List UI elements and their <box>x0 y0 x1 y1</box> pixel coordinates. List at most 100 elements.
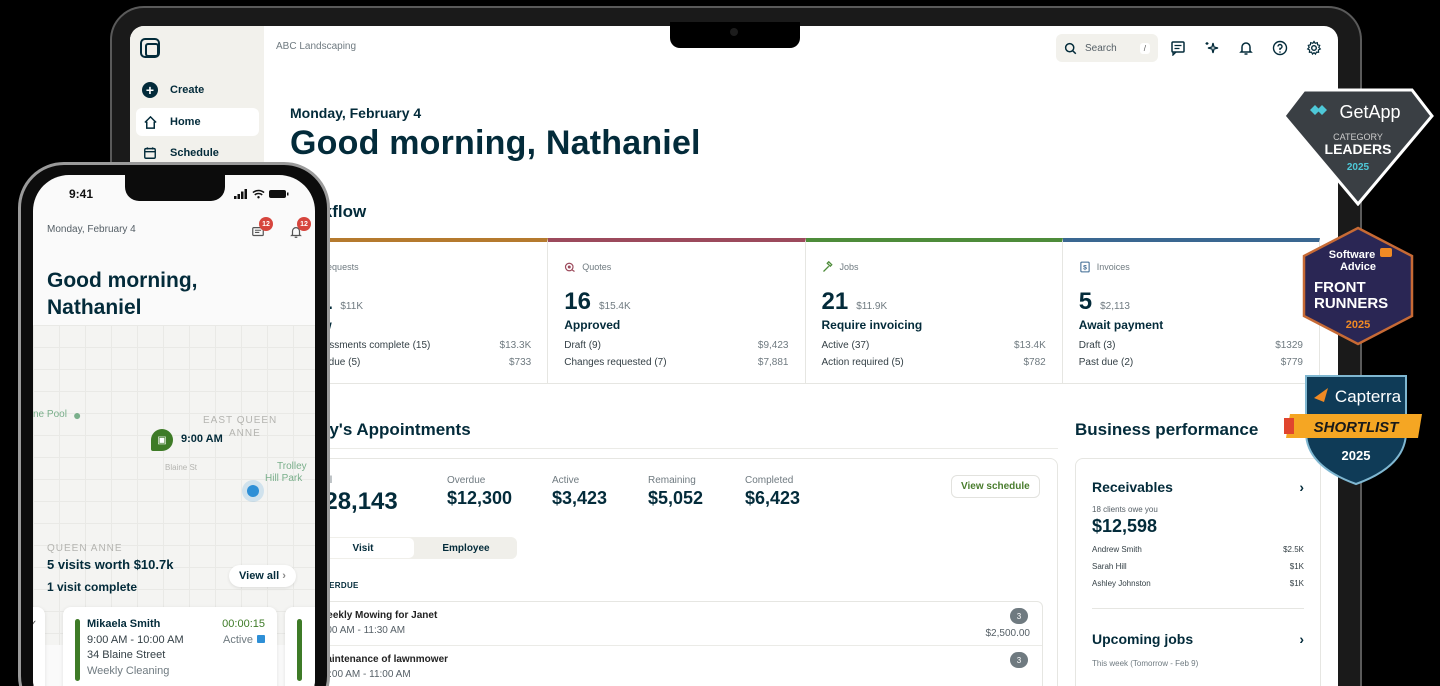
receivable-row[interactable]: Andrew Smith $2.5K <box>1092 545 1304 554</box>
stat-value: $6,423 <box>745 488 801 508</box>
sidebar-item-schedule[interactable]: Schedule <box>136 139 259 167</box>
line-value: $13.4K <box>1014 340 1046 351</box>
map-pin-time: 9:00 AM <box>181 433 223 445</box>
sidebar-item-home[interactable]: Home <box>136 108 259 136</box>
appointment-time: 10:00 AM - 11:00 AM <box>318 669 411 680</box>
view-all-button[interactable]: View all › <box>229 565 296 587</box>
view-toggle: Visit Employee <box>311 537 517 559</box>
workflow-card-quotes[interactable]: Quotes 16 $15.4K Approved Draft (9) $9,423… <box>548 238 806 384</box>
desktop-app: + Create Home Schedule ABC Landscaping S… <box>130 26 1338 686</box>
receivable-row[interactable]: Sarah Hill $1K <box>1092 562 1304 571</box>
appointment-row[interactable]: Maintenance of lawnmower 10:00 AM - 11:0… <box>308 646 1042 686</box>
sidebar-item-label: Schedule <box>170 147 219 159</box>
card-line[interactable]: Draft (3) $1329 <box>1079 340 1303 351</box>
badge-text: CATEGORY <box>1333 132 1383 142</box>
battery-icon <box>269 190 289 198</box>
receivables-header[interactable]: Receivables › <box>1092 479 1304 495</box>
hammer-icon <box>822 261 833 272</box>
sparkle-icon[interactable] <box>1204 40 1220 56</box>
card-line[interactable]: Draft (9) $9,423 <box>564 340 788 351</box>
receivable-row[interactable]: Ashley Johnston $1K <box>1092 579 1304 588</box>
line-label: Past due (2) <box>1078 357 1134 368</box>
chevron-right-icon: › <box>1299 479 1304 495</box>
speech-bubble-icon <box>1380 248 1392 257</box>
map-view[interactable]: ne Pool ● EAST QUEEN ANNE QUEEN ANNE Tro… <box>33 325 315 645</box>
card-line[interactable]: Overdue (5) $733 <box>307 357 531 368</box>
workflow-card-invoices[interactable]: $ Invoices 5 $2,113 Await payment Draft (3… <box>1062 238 1320 384</box>
capterra-logo-icon <box>1314 388 1328 402</box>
svg-text:$: $ <box>1083 265 1087 272</box>
section-label-overdue: OVERDUE <box>317 581 359 590</box>
appointments-title: Today's Appointments <box>290 420 471 439</box>
chevron-right-icon: › <box>1299 631 1304 647</box>
line-label: Draft (9) <box>564 340 601 351</box>
badge-text: RUNNERS <box>1314 295 1388 312</box>
stat-value: $3,423 <box>552 488 608 508</box>
workflow-card-jobs[interactable]: Jobs 21 $11.9K Require invoicing Active (… <box>805 238 1063 384</box>
visit-details: Mikaela Smith 9:00 AM - 10:00 AM 34 Blai… <box>87 617 184 679</box>
sidebar-item-create[interactable]: + Create <box>136 76 259 104</box>
card-line[interactable]: Past due (2) $779 <box>1079 357 1303 368</box>
stat-active: Active $3,423 <box>552 475 607 509</box>
stat-remaining: Remaining $5,052 <box>648 475 703 509</box>
mobile-app: 9:41 Monday, February 4 12 12 Good morni… <box>33 175 315 686</box>
appointment-row[interactable]: Weekly Mowing for Janet 9:00 AM - 11:30 … <box>308 602 1042 646</box>
stat-completed: Completed $6,423 <box>745 475 800 509</box>
status-bar-time: 9:41 <box>69 187 94 201</box>
card-line[interactable]: Active (37) $13.4K <box>822 340 1046 351</box>
stat-label: Completed <box>745 475 794 486</box>
toggle-visit[interactable]: Visit <box>312 538 414 558</box>
toggle-employee[interactable]: Employee <box>442 542 490 554</box>
visits-complete: 1 visit complete <box>47 580 138 594</box>
messages-button[interactable]: 12 <box>251 217 273 239</box>
appointments-panel: Total$28,143 Overdue$12,300 Active$3,423… <box>290 458 1058 686</box>
card-value: $15.4K <box>598 301 631 312</box>
settings-icon[interactable] <box>1306 40 1322 56</box>
status-bar-icons <box>234 189 289 199</box>
badge-text: FRONT <box>1314 279 1366 296</box>
line-value: $9,423 <box>757 340 789 351</box>
card-count: 21 <box>821 288 849 315</box>
upcoming-jobs-title: Upcoming jobs <box>1092 631 1194 647</box>
badge-year: 2025 <box>1342 448 1371 463</box>
card-line[interactable]: Changes requested (7) $7,881 <box>564 357 788 368</box>
card-status: Require invoicing <box>821 318 923 332</box>
client-name: Sarah Hill <box>1092 562 1127 571</box>
badge-text: Software <box>1329 249 1375 261</box>
help-icon[interactable] <box>1272 40 1288 56</box>
phone-date: Monday, February 4 <box>47 224 136 235</box>
visit-card-previous[interactable]: ✓ <box>33 607 45 686</box>
bell-icon[interactable] <box>1238 40 1254 56</box>
card-value: $11.9K <box>856 301 888 312</box>
view-all-label: View all <box>239 570 280 582</box>
badge-text: Capterra <box>1335 387 1402 406</box>
line-value: $7,881 <box>757 357 789 368</box>
receivables-title: Receivables <box>1092 479 1173 495</box>
truck-pin-icon[interactable]: ▣ <box>151 429 173 451</box>
badge-text: LEADERS <box>1325 141 1392 157</box>
phone-greeting: Good morning, Nathaniel <box>47 269 198 319</box>
search-input[interactable]: Search / <box>1056 34 1158 62</box>
visit-card-next[interactable] <box>285 607 315 686</box>
card-line[interactable]: Assessments complete (15) $13.3K <box>307 340 531 351</box>
appointment-time: 9:00 AM - 11:30 AM <box>318 625 406 636</box>
stat-overdue: Overdue $12,300 <box>447 475 512 509</box>
upcoming-jobs-header[interactable]: Upcoming jobs › <box>1092 631 1304 647</box>
wifi-icon <box>252 189 265 199</box>
card-line[interactable]: Action required (5) $782 <box>822 357 1046 368</box>
client-amount: $2.5K <box>1283 545 1304 554</box>
divider <box>1092 608 1304 609</box>
page-title: Good morning, Nathaniel <box>290 124 701 162</box>
line-value: $779 <box>1280 357 1303 368</box>
visit-card[interactable]: Mikaela Smith 9:00 AM - 10:00 AM 34 Blai… <box>63 607 277 686</box>
quotes-icon <box>565 262 576 272</box>
notifications-button[interactable]: 12 <box>289 217 311 239</box>
signal-icon <box>234 189 247 199</box>
messages-icon[interactable] <box>1170 40 1186 56</box>
line-label: Action required (5) <box>821 357 904 368</box>
assignee-count-badge: 3 <box>1010 608 1028 624</box>
view-schedule-button[interactable]: View schedule <box>951 475 1040 498</box>
visit-timer: 00:00:15 <box>222 618 265 630</box>
app-logo-icon[interactable] <box>140 38 160 58</box>
